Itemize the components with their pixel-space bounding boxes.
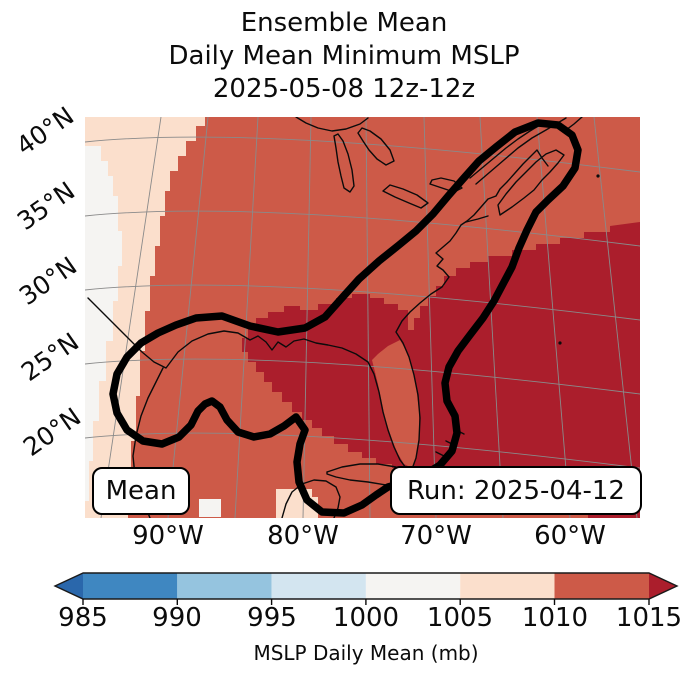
colorbar-over-arrow (649, 573, 677, 599)
mean-annotation-box: Mean (92, 467, 190, 515)
map-fill-florida-medium (372, 340, 419, 468)
contour-envelope (109, 119, 582, 517)
colorbar (53, 572, 679, 605)
plot-title: Ensemble Mean Daily Mean Minimum MSLP 20… (0, 7, 688, 106)
graticule (85, 117, 640, 518)
ytick-25n: 25°N (15, 327, 85, 387)
colorbar-tick-985: 985 (58, 603, 108, 633)
xtick-70w: 70°W (400, 521, 472, 551)
xtick-60w: 60°W (534, 521, 606, 551)
colorbar-tick-marks (82, 599, 650, 605)
colorbar-tick-1015: 1015 (615, 603, 683, 633)
plot-title-line-3: 2025-05-08 12z-12z (212, 74, 476, 104)
colorbar-tick-1005: 1005 (426, 603, 494, 633)
plot-title-line-1: Ensemble Mean (240, 8, 448, 38)
ytick-30n: 30°N (13, 251, 83, 311)
colorbar-segment-1000-1005 (365, 573, 461, 599)
colorbar-segment-1005-1010 (460, 573, 555, 599)
colorbar-tick-995: 995 (247, 603, 297, 633)
run-annotation-box: Run: 2025-04-12 (390, 466, 642, 515)
colorbar-label: MSLP Daily Mean (mb) (253, 641, 479, 665)
colorbar-segment-1010-1015 (554, 573, 649, 599)
ytick-20n: 20°N (17, 402, 87, 462)
mean-annotation-label: Mean (105, 476, 177, 506)
xtick-80w: 80°W (267, 521, 339, 551)
ytick-35n: 35°N (11, 176, 81, 236)
map-fill-white-patch (199, 499, 221, 517)
colorbar-tick-1000: 1000 (332, 603, 400, 633)
colorbar-segment-985-990 (83, 573, 178, 599)
plot-title-line-2: Daily Mean Minimum MSLP (168, 41, 520, 71)
run-annotation-label: Run: 2025-04-12 (407, 475, 625, 506)
colorbar-tick-1010: 1010 (521, 603, 589, 633)
map-fill-dark-red-main (242, 222, 640, 490)
xtick-90w: 90°W (132, 521, 204, 551)
ytick-40n: 40°N (10, 101, 80, 161)
colorbar-tick-990: 990 (152, 603, 202, 633)
map-fill-white-west-band (85, 146, 122, 501)
map-canvas (85, 117, 640, 518)
colorbar-segment-990-995 (177, 573, 272, 599)
colorbar-segment-995-1000 (271, 573, 366, 599)
colorbar-under-arrow (55, 573, 83, 599)
